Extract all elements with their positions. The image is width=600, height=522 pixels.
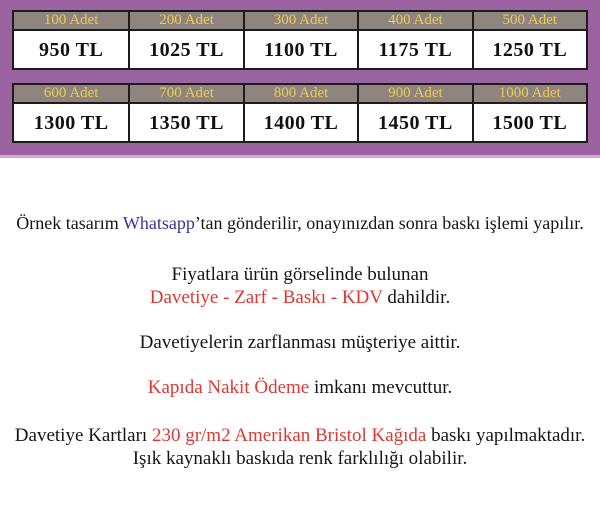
qty-header-cell: 100 Adet [14,12,129,31]
banner-bottom-edge [0,155,600,158]
price-cell: 1350 TL [128,104,242,143]
qty-header-cell: 500 Adet [471,12,586,31]
price-banner: 100 Adet 200 Adet 300 Adet 400 Adet 500 … [0,0,600,155]
qty-header-cell: 700 Adet [128,85,243,104]
note-envelope: Davetiyelerin zarflanması müşteriye aitt… [139,332,461,353]
payment-highlight: Kapıda Nakit Ödeme [147,377,310,398]
price-cell: 1450 TL [357,104,471,143]
price-cell: 1400 TL [242,104,357,143]
qty-header-cell: 800 Adet [242,85,358,104]
price-cell: 1300 TL [33,112,109,134]
qty-header-cell: 1000 Adet [471,85,586,104]
qty-header-cell: 300 Adet [242,12,358,31]
paper-highlight: 230 gr/m2 Amerikan Bristol Kağıda [151,425,427,446]
note-text: Işık kaynaklı baskıda renk farklılığı ol… [132,448,468,469]
note-paper-and-color: Davetiye Kartları 230 gr/m2 Amerikan Bri… [0,424,600,470]
note-payment: Kapıda Nakit Ödeme imkanı mevcuttur. [0,376,600,399]
price-cell: 1175 TL [357,31,471,70]
note-text: dahildir. [382,287,451,308]
note-text: Fiyatlara ürün görselinde bulunan [171,264,429,285]
price-cell: 1100 TL [242,31,357,70]
price-table-100-500: 100 Adet 200 Adet 300 Adet 400 Adet 500 … [12,10,588,70]
included-items-highlight: Davetiye - Zarf - Baskı - KDV [149,287,383,308]
note-text: Davetiye Kartları [14,425,152,446]
qty-header-cell: 900 Adet [357,85,472,104]
note-text: imkanı mevcuttur. [309,377,453,398]
price-cell: 1025 TL [128,31,242,70]
note-text: baskı yapılmaktadır. [426,425,586,446]
note-text: ’tan gönderilir, onayınızdan sonra baskı… [194,213,584,233]
note-price-includes: Fiyatlara ürün görselinde bulunan Davetiy… [0,263,600,309]
note-sample-design: Örnek tasarım Whatsapp’tan gönderilir, o… [0,212,600,235]
qty-header-cell: 600 Adet [14,85,129,104]
notes-section: Örnek tasarım Whatsapp’tan gönderilir, o… [0,212,600,470]
price-cell: 950 TL [39,39,104,61]
qty-header-cell: 200 Adet [128,12,243,31]
note-text: Örnek tasarım [16,213,123,233]
qty-header-cell: 400 Adet [357,12,472,31]
whatsapp-text: Whatsapp [122,213,195,233]
price-table-600-1000: 600 Adet 700 Adet 800 Adet 900 Adet 1000… [12,83,588,143]
price-cell: 1250 TL [471,31,586,70]
price-cell: 1500 TL [471,104,586,143]
